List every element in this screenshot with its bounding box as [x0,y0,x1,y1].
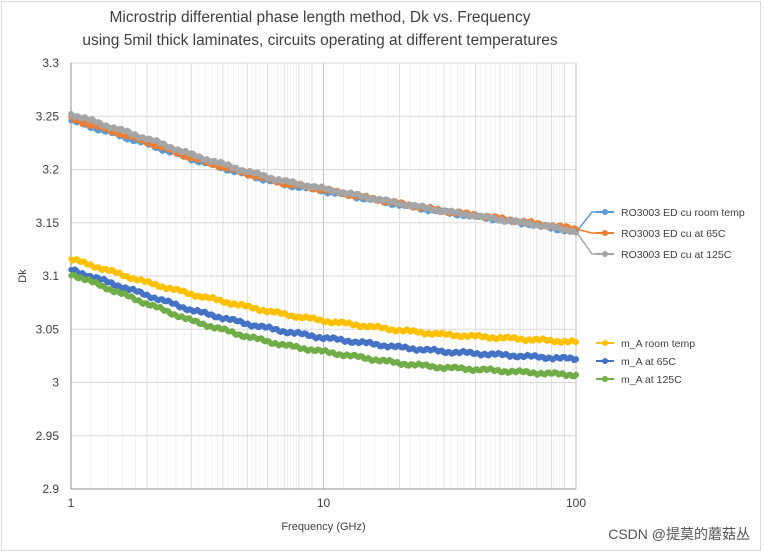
y-tick-label: 3 [52,376,59,390]
y-tick-label: 2.9 [42,482,59,496]
legend-swatch-marker [602,251,608,257]
series-end-point [573,356,579,363]
legend-swatch-marker [602,358,608,364]
y-tick-label: 3.1 [42,269,59,283]
legend-swatch-marker [602,376,608,382]
x-tick-label: 10 [317,496,331,510]
series-line [68,272,579,380]
x-tick-label: 100 [566,496,586,510]
series-end-point [573,372,579,379]
watermark: CSDN @提莫的蘑菇丛 [608,526,750,542]
legend-label: m_A room temp [621,338,695,350]
chart-title-line-1: Microstrip differential phase length met… [109,9,531,26]
legend-swatch-marker [602,340,608,346]
y-tick-label: 3.3 [42,56,59,70]
legend-layer: RO3003 ED cu room temp RO3003 ED cu at 65… [575,207,745,386]
legend-swatch-marker [602,230,608,236]
chart-title-line-2: using 5mil thick laminates, circuits ope… [82,32,558,49]
y-tick-label: 3.2 [42,163,59,177]
y-tick-label: 3.15 [36,216,60,230]
series-layer [68,110,579,380]
x-axis-title: Frequency (GHz) [281,521,365,533]
legend-label: m_A at 125C [621,374,682,386]
series-line [68,266,579,364]
legend-label: RO3003 ED cu at 65C [621,228,726,240]
series-line [68,256,579,346]
legend-label: RO3003 ED cu at 125C [621,249,732,261]
y-tick-label: 2.95 [36,429,60,443]
legend-swatch-marker [602,209,608,215]
y-axis-title: Dk [17,269,29,283]
y-tick-label: 3.05 [36,322,60,336]
x-tick-label: 1 [68,496,75,510]
legend-label: m_A at 65C [621,356,676,368]
y-tick-label: 3.25 [36,109,60,123]
grid-layer [70,62,577,490]
series-line [68,110,579,236]
legend-label: RO3003 ED cu room temp [621,207,745,219]
series-end-point [573,339,579,346]
legend-leader-line [575,211,610,233]
